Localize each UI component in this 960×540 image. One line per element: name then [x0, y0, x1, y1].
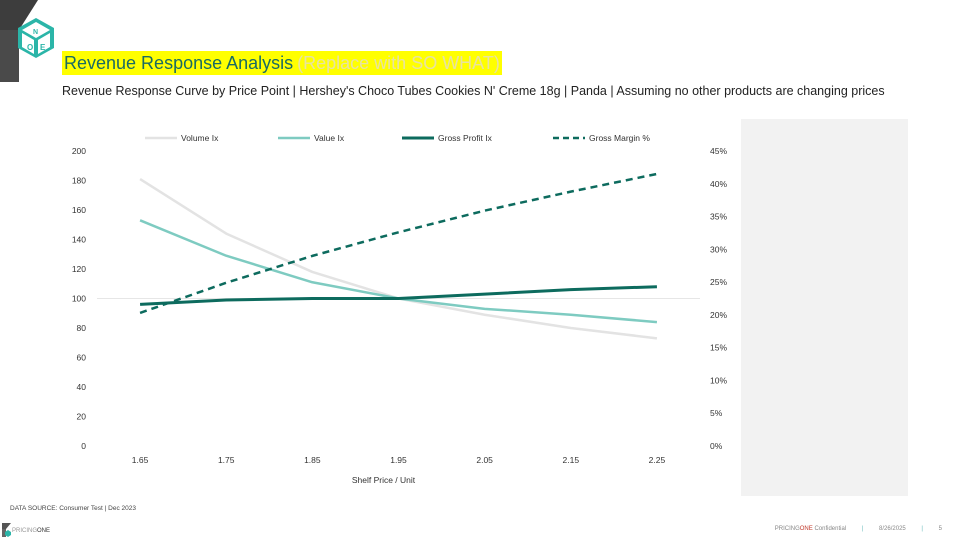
y2-tick-label: 10%: [710, 375, 727, 385]
footer-brand-suffix-2: ONE: [799, 526, 813, 532]
x-tick-label: 1.85: [304, 455, 321, 465]
x-tick-label: 1.75: [218, 455, 235, 465]
footer-confidential: Confidential: [814, 526, 847, 532]
svg-text:E: E: [40, 43, 46, 52]
y2-tick-label: 30%: [710, 244, 727, 254]
legend-label-3: Gross Margin %: [589, 133, 650, 143]
y2-tick-label: 45%: [710, 146, 727, 156]
y-tick-label: 80: [77, 323, 87, 333]
y-tick-label: 0: [81, 441, 86, 451]
y-tick-label: 120: [72, 264, 86, 274]
page-subtitle: Revenue Response Curve by Price Point | …: [62, 84, 885, 98]
footer-brand-prefix: PRICING: [12, 528, 38, 534]
footer-meta: PRICINGONE Confidential | 8/26/2025 | 5: [774, 526, 942, 532]
series-line-3: [139, 172, 658, 315]
footer-logo-icon: [2, 523, 11, 537]
page-title: Revenue Response Analysis (Replace with S…: [62, 51, 502, 75]
svg-text:N: N: [33, 29, 38, 36]
y2-tick-label: 0%: [710, 441, 723, 451]
y-tick-label: 200: [72, 146, 86, 156]
y2-tick-label: 25%: [710, 277, 727, 287]
footer-brand-suffix: ONE: [37, 528, 51, 534]
revenue-response-chart: 0 20 40 60 80 100 120 140 160 180 200 0% 5% 10% 15% 20%…: [72, 133, 728, 485]
footer-page-number: 5: [938, 526, 942, 532]
footer-logo: PRICINGONE: [2, 523, 72, 539]
y2-tick-label: 20%: [710, 310, 727, 320]
legend-label-0: Volume Ix: [181, 133, 219, 143]
legend-label-1: Value Ix: [314, 133, 345, 143]
series-line-2: [139, 285, 657, 306]
logo-letters: O: [27, 43, 33, 52]
title-note: (Replace with SO WHAT): [297, 53, 500, 73]
footer-date: 8/26/2025: [879, 526, 906, 532]
y-tick-label: 160: [72, 205, 86, 215]
y-tick-label: 140: [72, 235, 86, 245]
series-line-1: [139, 219, 658, 324]
so-what-panel: [741, 119, 908, 496]
y-tick-label: 20: [77, 412, 87, 422]
y2-tick-label: 40%: [710, 179, 727, 189]
data-source-note: DATA SOURCE: Consumer Test | Dec 2023: [10, 505, 136, 512]
y2-tick-label: 35%: [710, 212, 727, 222]
x-axis-label: Shelf Price / Unit: [352, 475, 416, 485]
x-tick-label: 2.15: [563, 455, 580, 465]
y2-tick-label: 15%: [710, 343, 727, 353]
y-tick-label: 180: [72, 176, 86, 186]
x-tick-label: 2.05: [476, 455, 493, 465]
x-tick-label: 1.65: [132, 455, 149, 465]
y-tick-label: 40: [77, 382, 87, 392]
footer-brand-prefix-2: PRICING: [774, 526, 800, 532]
pricingone-logo: O E N: [0, 0, 54, 82]
y2-tick-label: 5%: [710, 408, 723, 418]
y-tick-label: 100: [72, 294, 86, 304]
title-main: Revenue Response Analysis: [64, 53, 294, 73]
x-tick-label: 2.25: [649, 455, 666, 465]
x-tick-label: 1.95: [390, 455, 407, 465]
y-tick-label: 60: [77, 353, 87, 363]
legend-label-2: Gross Profit Ix: [438, 133, 493, 143]
